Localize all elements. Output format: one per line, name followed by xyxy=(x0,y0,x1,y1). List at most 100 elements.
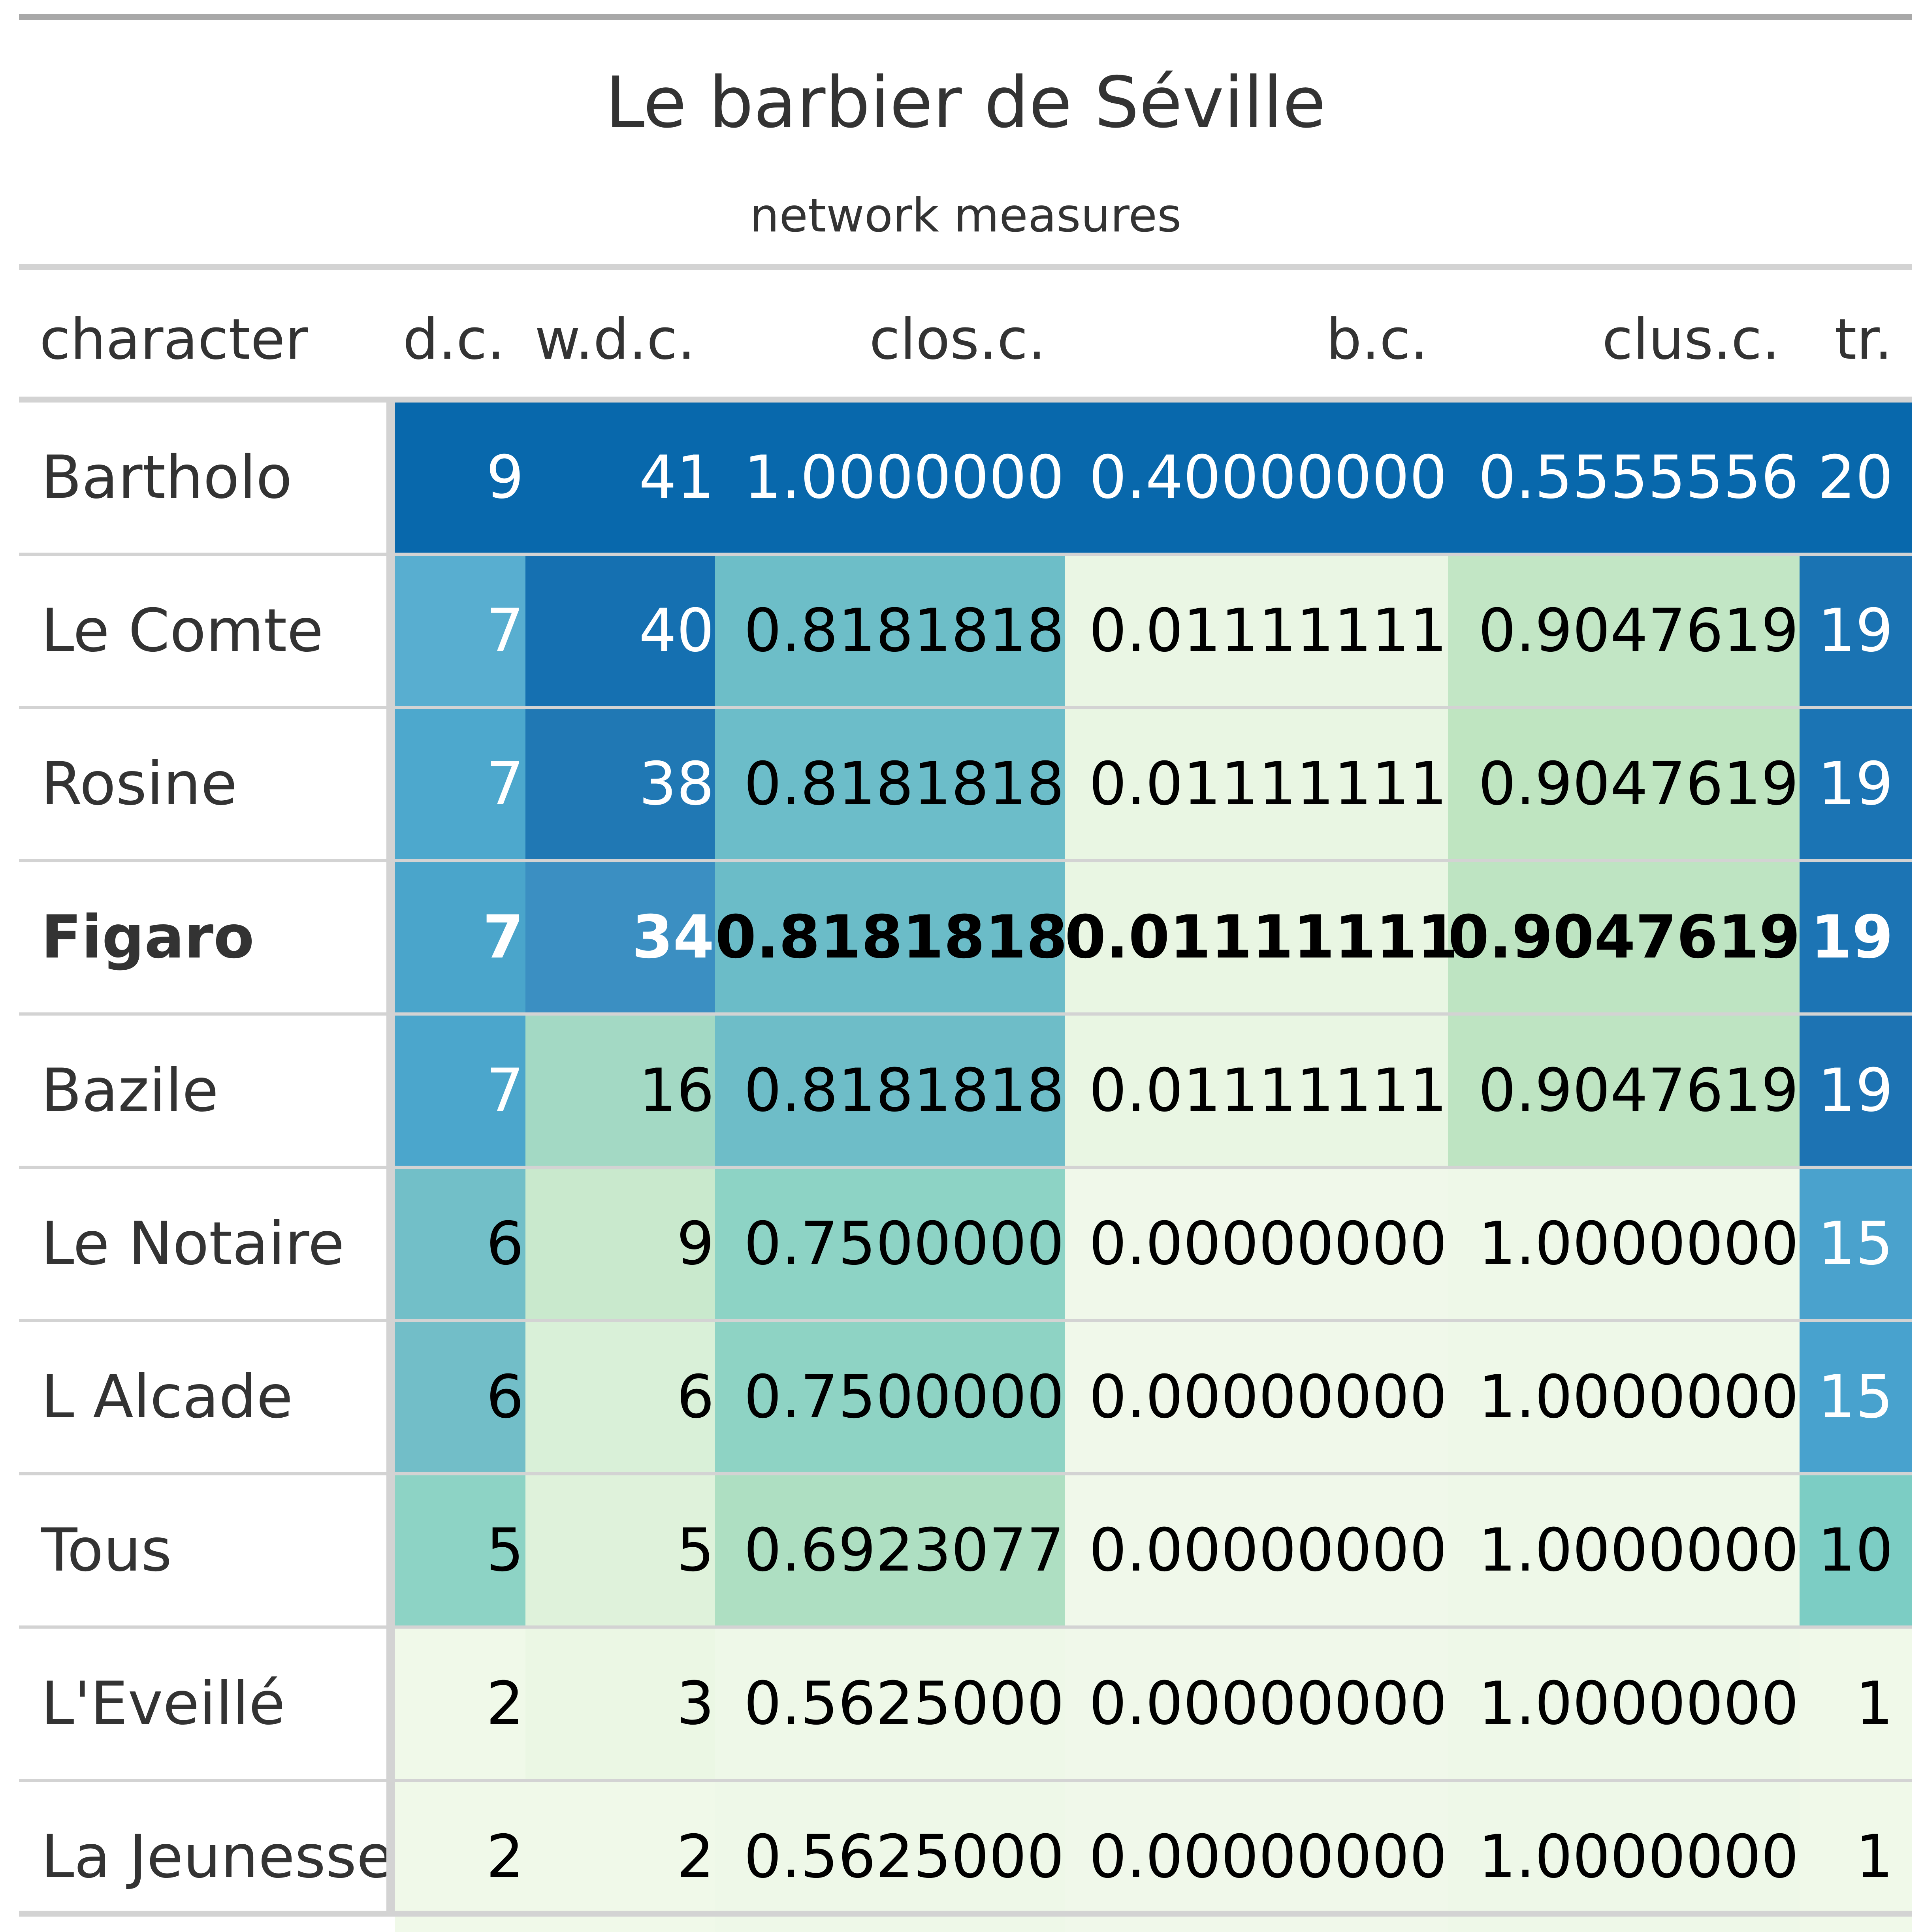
column-header-bc: b.c. xyxy=(1326,307,1428,372)
cell-wdc: 38 xyxy=(639,750,714,818)
cell-background-closc xyxy=(715,862,1083,1012)
row-separator xyxy=(19,1779,1912,1782)
cell-clusc: 0.9047619 xyxy=(1478,596,1799,665)
column-header-character: character xyxy=(40,307,308,372)
cell-background-closc xyxy=(715,709,1083,859)
cell-dc: 2 xyxy=(486,1669,524,1738)
cell-background-closc xyxy=(715,1782,1083,1932)
cell-tr: 19 xyxy=(1818,1056,1893,1125)
cell-background-dc xyxy=(395,1016,543,1166)
cell-closc: 0.7500000 xyxy=(744,1363,1064,1432)
table-row: Bartholo 9 41 1.0000000 0.40000000 0.5555556 2… xyxy=(19,403,1912,553)
table-top-rule xyxy=(19,14,1912,20)
cell-wdc: 34 xyxy=(632,903,714,972)
cell-background-wdc xyxy=(525,862,733,1012)
cell-background-wdc xyxy=(525,709,733,859)
cell-background-closc xyxy=(715,1322,1083,1472)
cell-dc: 7 xyxy=(486,750,524,818)
cell-wdc: 3 xyxy=(676,1669,714,1738)
cell-background-clusc xyxy=(1448,403,1818,553)
row-character-label: Le Notaire xyxy=(41,1210,345,1278)
row-separator xyxy=(19,1166,1912,1169)
cell-dc: 6 xyxy=(486,1210,524,1278)
cell-background-dc xyxy=(395,1475,543,1625)
table-row: Le Notaire 6 9 0.7500000 0.00000000 1.0000000… xyxy=(19,1169,1912,1319)
cell-background-tr xyxy=(1800,1322,1912,1472)
table-row: Tous 5 5 0.6923077 0.00000000 1.0000000 10 xyxy=(19,1475,1912,1625)
cell-bc: 0.01111111 xyxy=(1089,1056,1447,1125)
cell-bc: 0.00000000 xyxy=(1089,1823,1447,1891)
cell-background-bc xyxy=(1065,556,1466,706)
cell-background-dc xyxy=(395,709,543,859)
column-header-wdc: w.d.c. xyxy=(535,307,695,372)
cell-bc: 0.00000000 xyxy=(1089,1363,1447,1432)
column-header-clusc: clus.c. xyxy=(1602,307,1780,372)
cell-background-wdc xyxy=(525,1475,733,1625)
cell-dc: 6 xyxy=(486,1363,524,1432)
cell-background-clusc xyxy=(1448,862,1818,1012)
table-title: Le barbier de Séville xyxy=(605,62,1326,143)
row-separator xyxy=(19,1012,1912,1016)
cell-dc: 7 xyxy=(486,596,524,665)
cell-bc: 0.00000000 xyxy=(1089,1210,1447,1278)
row-character-label: L'Eveillé xyxy=(41,1669,285,1738)
cell-background-clusc xyxy=(1448,1322,1818,1472)
cell-background-clusc xyxy=(1448,1629,1818,1779)
header-top-rule xyxy=(19,264,1912,270)
cell-tr: 19 xyxy=(1811,903,1893,972)
row-separator xyxy=(19,553,1912,556)
cell-background-bc xyxy=(1065,403,1466,553)
cell-wdc: 9 xyxy=(676,1210,714,1278)
row-character-label: Tous xyxy=(41,1516,172,1585)
cell-background-bc xyxy=(1065,1322,1466,1472)
row-character-label: Figaro xyxy=(41,903,254,972)
cell-background-closc xyxy=(715,1016,1083,1166)
row-character-label: La Jeunesse xyxy=(41,1823,393,1891)
cell-background-dc xyxy=(395,556,543,706)
row-separator xyxy=(19,859,1912,862)
cell-background-tr xyxy=(1800,1169,1912,1319)
cell-background-tr xyxy=(1800,403,1912,553)
cell-background-closc xyxy=(715,1475,1083,1625)
cell-closc: 0.8181818 xyxy=(715,903,1067,972)
table-row: Figaro 7 34 0.8181818 0.01111111 0.9047619 19 xyxy=(19,862,1912,1012)
cell-background-clusc xyxy=(1448,1169,1818,1319)
row-character-label: Bartholo xyxy=(41,443,292,512)
cell-clusc: 1.0000000 xyxy=(1478,1823,1799,1891)
cell-background-dc xyxy=(395,1169,543,1319)
cell-clusc: 0.9047619 xyxy=(1478,1056,1799,1125)
cell-background-tr xyxy=(1800,1475,1912,1625)
cell-dc: 2 xyxy=(486,1823,524,1891)
cell-wdc: 5 xyxy=(676,1516,714,1585)
cell-tr: 19 xyxy=(1818,596,1893,665)
row-separator xyxy=(19,1472,1912,1475)
table-row: L'Eveillé 2 3 0.5625000 0.00000000 1.0000000 1 xyxy=(19,1629,1912,1779)
cell-background-dc xyxy=(395,1322,543,1472)
cell-background-dc xyxy=(395,1782,543,1932)
cell-tr: 15 xyxy=(1818,1210,1893,1278)
cell-dc: 9 xyxy=(486,443,524,512)
cell-background-wdc xyxy=(525,1782,733,1932)
cell-background-closc xyxy=(715,556,1083,706)
cell-bc: 0.00000000 xyxy=(1089,1669,1447,1738)
cell-clusc: 1.0000000 xyxy=(1478,1516,1799,1585)
cell-background-bc xyxy=(1065,862,1466,1012)
cell-tr: 1 xyxy=(1855,1823,1893,1891)
cell-background-wdc xyxy=(525,556,733,706)
table-row: L Alcade 6 6 0.7500000 0.00000000 1.0000000 15 xyxy=(19,1322,1912,1472)
cell-tr: 15 xyxy=(1818,1363,1893,1432)
cell-background-tr xyxy=(1800,862,1912,1012)
cell-closc: 0.5625000 xyxy=(744,1823,1064,1891)
cell-closc: 0.6923077 xyxy=(744,1516,1064,1585)
cell-clusc: 0.9047619 xyxy=(1448,903,1800,972)
cell-background-clusc xyxy=(1448,1475,1818,1625)
cell-background-wdc xyxy=(525,1629,733,1779)
row-character-label: Bazile xyxy=(41,1056,219,1125)
cell-background-closc xyxy=(715,403,1083,553)
table-row: Rosine 7 38 0.8181818 0.01111111 0.9047619 19 xyxy=(19,709,1912,859)
cell-dc: 7 xyxy=(482,903,524,972)
table-row: Bazile 7 16 0.8181818 0.01111111 0.9047619 19 xyxy=(19,1016,1912,1166)
cell-bc: 0.01111111 xyxy=(1089,596,1447,665)
cell-background-wdc xyxy=(525,1016,733,1166)
